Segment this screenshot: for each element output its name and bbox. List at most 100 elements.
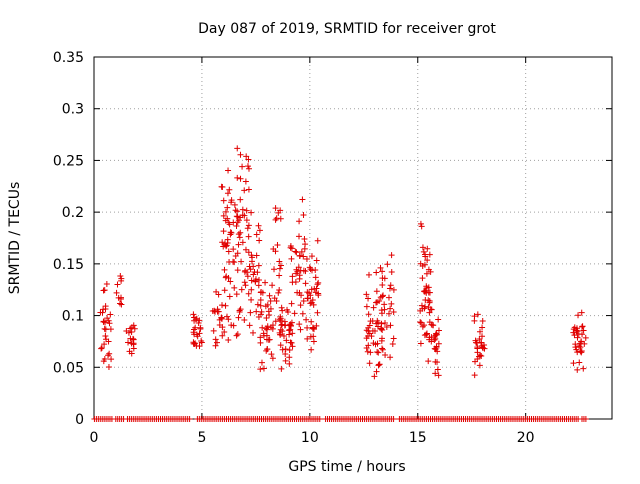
- data-point: [233, 222, 240, 229]
- data-point: [474, 311, 481, 318]
- data-point: [302, 268, 309, 275]
- data-point: [239, 239, 246, 246]
- data-point: [579, 323, 586, 330]
- y-tick-label: 0.35: [53, 50, 84, 66]
- data-point: [302, 280, 309, 287]
- data-point: [102, 326, 109, 333]
- data-point: [252, 278, 259, 285]
- data-point: [234, 145, 241, 152]
- data-point: [244, 225, 251, 232]
- data-point: [286, 354, 293, 361]
- data-point: [107, 326, 114, 333]
- data-point: [578, 349, 585, 356]
- data-point: [287, 322, 294, 329]
- data-point: [128, 324, 135, 331]
- data-point: [225, 167, 232, 174]
- data-point: [435, 327, 442, 334]
- data-point: [226, 293, 233, 300]
- data-point: [293, 249, 300, 256]
- y-tick-label: 0: [75, 412, 84, 428]
- data-point: [247, 309, 254, 316]
- data-point: [222, 208, 229, 215]
- data-point: [431, 333, 438, 340]
- data-point: [296, 218, 303, 225]
- data-point: [196, 317, 203, 324]
- data-point: [299, 196, 306, 203]
- data-point: [378, 325, 385, 332]
- data-point: [254, 301, 261, 308]
- data-point: [256, 277, 263, 284]
- data-point: [276, 316, 283, 323]
- data-point: [296, 321, 303, 328]
- data-point: [247, 266, 254, 273]
- data-point: [307, 300, 314, 307]
- data-point: [308, 253, 315, 260]
- data-point: [210, 327, 217, 334]
- data-point: [105, 363, 112, 370]
- data-point: [426, 251, 433, 258]
- data-point: [242, 282, 249, 289]
- data-point: [269, 325, 276, 332]
- data-point: [423, 289, 430, 296]
- data-point: [212, 308, 219, 315]
- data-point: [118, 277, 125, 284]
- data-point: [286, 327, 293, 334]
- data-point: [220, 212, 227, 219]
- data-point: [220, 197, 227, 204]
- data-point: [477, 352, 484, 359]
- data-point: [286, 360, 293, 367]
- data-point: [476, 335, 483, 342]
- data-point: [419, 244, 426, 251]
- data-point: [288, 319, 295, 326]
- data-point: [100, 318, 107, 325]
- data-point: [365, 311, 372, 318]
- data-point: [252, 276, 259, 283]
- data-point: [296, 252, 303, 259]
- data-point: [575, 312, 582, 319]
- data-point: [302, 241, 309, 248]
- data-point: [578, 338, 585, 345]
- data-point: [418, 223, 425, 230]
- data-point: [300, 212, 307, 219]
- data-point: [287, 326, 294, 333]
- data-point: [239, 206, 246, 213]
- data-point: [196, 330, 203, 337]
- data-point: [117, 272, 124, 279]
- data-point: [373, 269, 380, 276]
- data-point: [224, 215, 231, 222]
- data-point: [479, 317, 486, 324]
- data-point: [231, 201, 238, 208]
- data-point: [228, 197, 235, 204]
- data-point: [296, 289, 303, 296]
- data-point: [123, 327, 130, 334]
- data-point: [225, 248, 232, 255]
- data-point: [278, 365, 285, 372]
- data-point: [571, 332, 578, 339]
- data-point: [303, 316, 310, 323]
- data-point: [423, 270, 430, 277]
- data-point: [381, 306, 388, 313]
- data-point: [315, 290, 322, 297]
- data-point: [385, 294, 392, 301]
- data-point: [102, 332, 109, 339]
- data-point: [365, 328, 372, 335]
- data-point: [211, 307, 218, 314]
- data-point: [316, 416, 323, 422]
- data-point: [224, 236, 231, 243]
- data-point: [366, 322, 373, 329]
- data-point: [279, 346, 286, 353]
- data-point: [379, 345, 386, 352]
- x-tick-label: 20: [517, 430, 535, 446]
- data-point: [245, 249, 252, 256]
- data-point: [248, 258, 255, 265]
- data-point: [423, 331, 430, 338]
- data-point: [198, 339, 205, 346]
- data-point: [257, 296, 264, 303]
- data-point: [277, 262, 284, 269]
- data-point: [235, 314, 242, 321]
- data-point: [363, 303, 370, 310]
- data-point: [304, 324, 311, 331]
- data-point: [297, 302, 304, 309]
